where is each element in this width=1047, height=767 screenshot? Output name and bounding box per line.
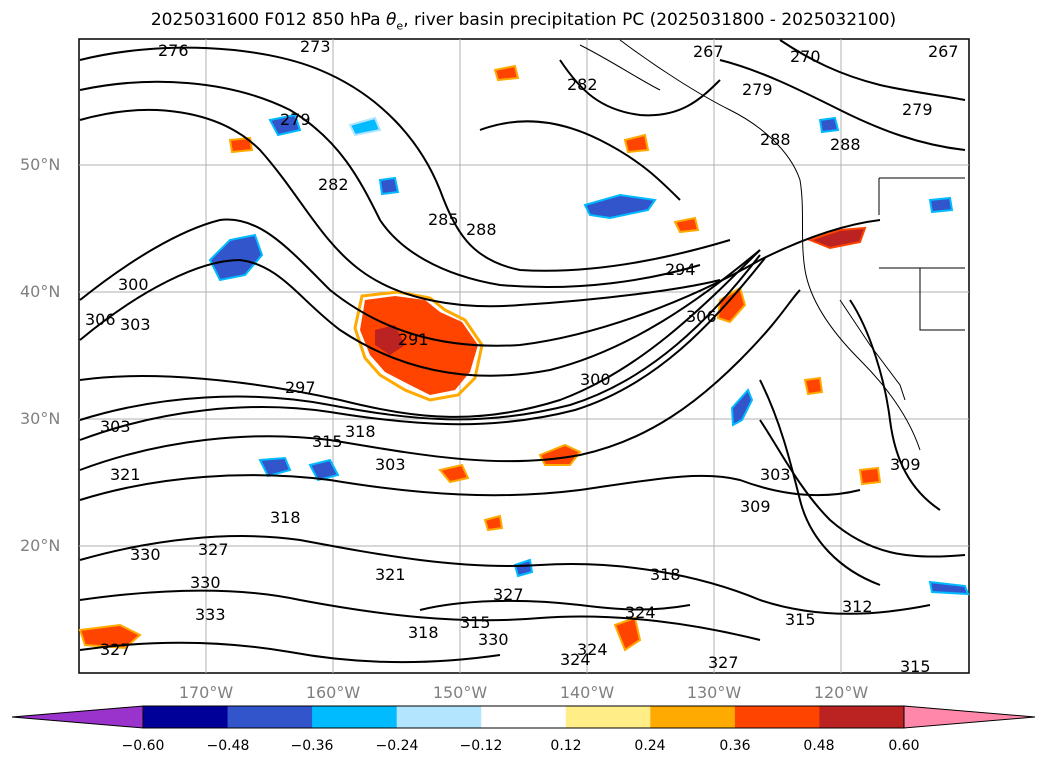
contour-label: 330 [130, 545, 161, 564]
colorbar-segments [143, 706, 905, 728]
coastlines [579, 39, 965, 451]
contour-label: 291 [398, 330, 429, 349]
contour-label: 276 [158, 41, 189, 60]
contour-label: 330 [190, 573, 221, 592]
contour-label: 318 [345, 422, 376, 441]
contour-label: 267 [693, 42, 724, 61]
contour-label: 327 [493, 585, 524, 604]
contour-label: 303 [100, 417, 131, 436]
contour-label: 303 [120, 315, 151, 334]
contour-label: 324 [577, 640, 608, 659]
colorbar-tick: −0.36 [290, 738, 334, 754]
contour-label: 321 [375, 565, 406, 584]
colorbar-segment [143, 706, 229, 728]
contour-label: 318 [270, 508, 301, 527]
lat-label: 50°N [20, 155, 61, 174]
contour-label: 315 [460, 613, 491, 632]
contour-label: 309 [740, 497, 771, 516]
contour-label: 321 [110, 465, 141, 484]
lat-label: 30°N [20, 409, 61, 428]
contour-label: 327 [100, 640, 131, 659]
lon-label: 130°W [686, 683, 742, 702]
colorbar-segment [312, 706, 398, 728]
contour-label: 282 [567, 75, 598, 94]
contour-label: 303 [375, 455, 406, 474]
map-title: 2025031600 F012 850 hPa θe, river basin … [150, 10, 897, 33]
contour-label: 315 [785, 610, 816, 629]
contour-label: 300 [580, 370, 611, 389]
contour-label: 333 [195, 605, 226, 624]
contour-label: 279 [280, 110, 311, 129]
lon-label: 120°W [813, 683, 869, 702]
contour-label: 270 [790, 47, 821, 66]
map-panel: 276 273 267 270 267 279 279 282 285 288 … [78, 37, 970, 676]
contour-label: 318 [650, 565, 681, 584]
contour-label: 288 [466, 220, 497, 239]
contour-labels: 276 273 267 270 267 279 279 282 285 288 … [85, 37, 959, 676]
contour-label: 303 [760, 465, 791, 484]
contour-label: 318 [408, 623, 439, 642]
contour-label: 294 [665, 260, 696, 279]
colorbar-tick: 0.36 [719, 738, 751, 754]
contour-label: 324 [560, 650, 591, 669]
contour-label: 309 [890, 455, 921, 474]
colorbar-segment [565, 706, 651, 728]
colorbar-tick: 0.48 [803, 738, 835, 754]
lon-label: 170°W [178, 683, 234, 702]
contour-label: 273 [300, 37, 331, 56]
contour-label: 300 [118, 275, 149, 294]
colorbar-extend-high [903, 705, 1036, 729]
contour-label: 306 [686, 307, 717, 326]
contour-label: 282 [318, 175, 349, 194]
colorbar-tick: −0.60 [121, 738, 165, 754]
lon-label: 140°W [559, 683, 615, 702]
theta-e-contours [79, 39, 966, 664]
contour-label: 315 [900, 657, 931, 676]
colorbar-tick: −0.24 [375, 738, 419, 754]
colorbar-tick: −0.48 [206, 738, 250, 754]
contour-label: 279 [742, 80, 773, 99]
lon-label: 150°W [432, 683, 488, 702]
contour-label: 297 [285, 378, 316, 397]
contour-label: 312 [842, 597, 873, 616]
lon-label: 160°W [305, 683, 361, 702]
lat-label: 40°N [20, 282, 61, 301]
contour-label: 267 [928, 42, 959, 61]
colorbar-segment [819, 706, 905, 728]
colorbar-segment [650, 706, 736, 728]
colorbar-extend-low [11, 705, 144, 729]
contour-label: 315 [312, 432, 343, 451]
colorbar-segment [227, 706, 313, 728]
colorbar-tick: 0.24 [634, 738, 666, 754]
colorbar-tick: 0.60 [888, 738, 920, 754]
colorbar-tick: 0.12 [550, 738, 582, 754]
colorbar [11, 705, 1036, 729]
contour-label: 288 [760, 130, 791, 149]
contour-label: 327 [198, 540, 229, 559]
colorbar-tick: −0.12 [459, 738, 503, 754]
contour-label: 324 [625, 603, 656, 622]
contour-label: 330 [478, 630, 509, 649]
precip-patches [78, 64, 970, 652]
colorbar-segment [481, 706, 567, 728]
contour-label: 288 [830, 135, 861, 154]
contour-label: 327 [708, 653, 739, 672]
lat-label: 20°N [20, 536, 61, 555]
colorbar-segment [396, 706, 482, 728]
contour-label: 285 [428, 210, 459, 229]
contour-label: 306 [85, 310, 116, 329]
colorbar-segment [734, 706, 820, 728]
contour-label: 279 [902, 100, 933, 119]
